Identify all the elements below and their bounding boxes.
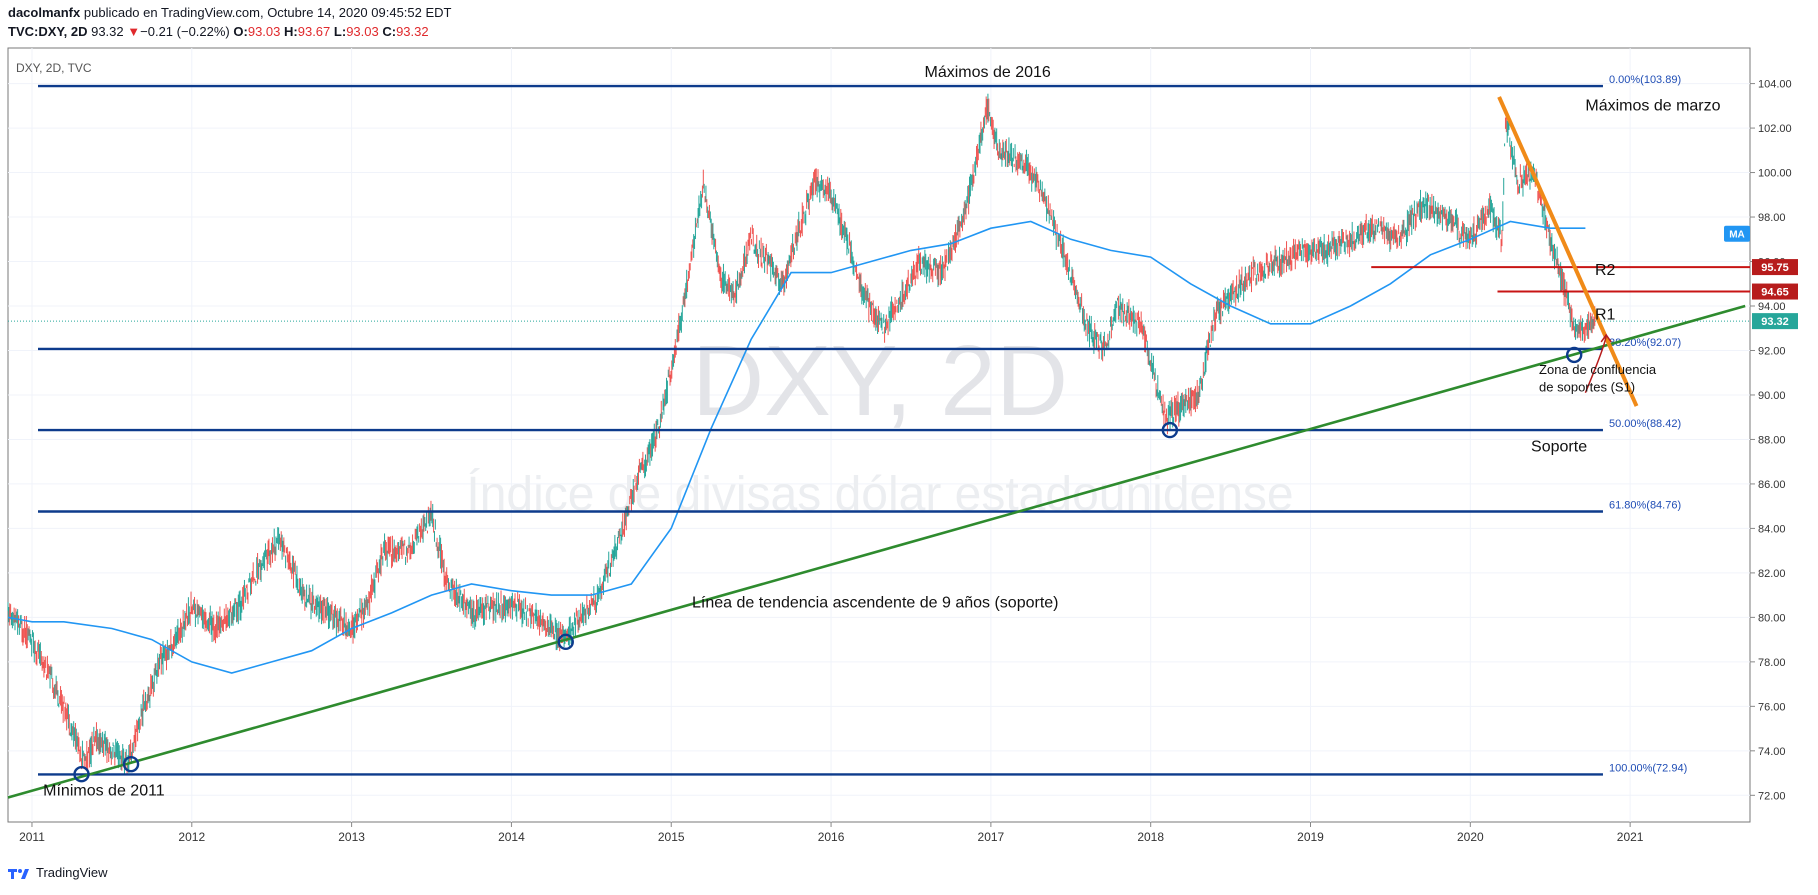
x-tick-label: 2017	[978, 830, 1005, 844]
y-tick-label: 98.00	[1758, 212, 1786, 224]
y-tick-label: 78.00	[1758, 657, 1786, 669]
fib-label: 38.20%(92.07)	[1609, 337, 1681, 349]
x-tick-label: 2014	[498, 830, 525, 844]
resistance-badge-label: 94.65	[1761, 287, 1789, 299]
y-tick-label: 94.00	[1758, 301, 1786, 313]
fib-label: 61.80%(84.76)	[1609, 500, 1681, 512]
annotation-label: Zona de confluencia	[1539, 362, 1657, 377]
x-tick-label: 2021	[1617, 830, 1644, 844]
y-tick-label: 74.00	[1758, 746, 1786, 758]
annotation-label: Máximos de 2016	[925, 64, 1051, 81]
touch-circle	[1566, 346, 1583, 364]
publish-info: publicado en TradingView.com, Octubre 14…	[83, 5, 452, 20]
y-tick-label: 84.00	[1758, 523, 1786, 535]
pane-label: DXY, 2D, TVC	[16, 61, 92, 75]
resistance-levels[interactable]	[8, 266, 1750, 322]
touch-circle	[122, 755, 140, 773]
down-arrow-icon: ▼	[127, 24, 141, 39]
price-change: −0.21 (−0.22%)	[140, 24, 230, 39]
x-tick-label: 2012	[178, 830, 205, 844]
y-tick-label: 100.00	[1758, 168, 1792, 180]
y-tick-label: 88.00	[1758, 434, 1786, 446]
candles	[7, 93, 1596, 775]
touch-circle	[73, 765, 90, 783]
trendlines[interactable]	[7, 96, 1746, 799]
footer: TradingView	[8, 865, 108, 880]
ma-badge-label: MA	[1729, 230, 1745, 241]
high-value: 93.67	[297, 24, 331, 39]
ma-line	[7, 220, 1586, 674]
annotation-label: de soportes (S1)	[1539, 380, 1635, 395]
high-label: H:	[284, 24, 298, 39]
resistance-badge-label: 95.75	[1761, 262, 1789, 274]
y-tick-label: 104.00	[1758, 79, 1792, 91]
y-tick-label: 72.00	[1758, 790, 1786, 802]
resistance-badge	[1752, 259, 1798, 276]
confluence-arrowhead	[1600, 333, 1612, 343]
y-tick-label: 92.00	[1758, 345, 1786, 357]
annotation-label: Máximos de marzo	[1585, 97, 1720, 114]
y-tick-label: 102.00	[1758, 123, 1792, 135]
annotation-label: Soporte	[1531, 439, 1587, 456]
x-tick-label: 2019	[1297, 830, 1324, 844]
x-tick-label: 2011	[19, 830, 45, 844]
symbol-label: TVC:DXY, 2D	[8, 24, 88, 39]
open-value: 93.03	[247, 24, 281, 39]
open-label: O:	[233, 24, 248, 39]
y-tick-label: 90.00	[1758, 390, 1786, 402]
fibonacci-levels[interactable]: 0.00%(103.89) 38.20%(92.07) 50.00%(88.42) 6…	[38, 74, 1687, 776]
last-price: 93.32	[91, 24, 124, 39]
tradingview-logo-icon	[8, 866, 30, 880]
current-price-badge	[1752, 313, 1798, 330]
publish-line: dacolmanfx publicado en TradingView.com,…	[8, 5, 451, 20]
plot-frame	[7, 47, 1751, 823]
fib-label: 100.00%(72.94)	[1609, 762, 1687, 774]
x-tick-label: 2013	[338, 830, 365, 844]
y-tick-label: 86.00	[1758, 479, 1786, 491]
resistance-trendline[interactable]	[1497, 96, 1639, 407]
x-tick-label: 2018	[1137, 830, 1164, 844]
annotation-label: Línea de tendencia ascendente de 9 años …	[692, 594, 1059, 611]
confluence-arrow	[1584, 334, 1607, 394]
annotations: Máximos de 2016 Máximos de marzo R2 R1 Zona …	[43, 64, 1720, 799]
low-label: L:	[333, 24, 347, 39]
brand-name[interactable]: TradingView	[36, 865, 108, 880]
close-value: 93.32	[396, 24, 429, 39]
resistance-badge	[1752, 283, 1798, 300]
annotation-label: R1	[1595, 306, 1616, 323]
x-tick-label: 2020	[1457, 830, 1484, 844]
touch-circle	[1161, 421, 1179, 439]
ma-badge	[1724, 225, 1750, 242]
watermark-description: Índice de divisas dólar estadounidense	[466, 468, 1293, 521]
x-tick-label: 2015	[658, 830, 685, 844]
author-name[interactable]: dacolmanfx	[8, 5, 81, 20]
watermark-symbol: DXY, 2D	[692, 325, 1068, 437]
fib-label: 0.00%(103.89)	[1609, 74, 1681, 86]
price-badges: 95.75 94.65 93.32 MA	[1724, 225, 1798, 330]
y-tick-label: 80.00	[1758, 612, 1786, 624]
grid	[8, 48, 1750, 822]
touch-circles	[73, 346, 1583, 783]
moving-average	[7, 220, 1586, 674]
support-trendline[interactable]	[7, 304, 1746, 799]
touch-circle	[557, 633, 574, 651]
ohlc-line: TVC:DXY, 2D 93.32 ▼−0.21 (−0.22%) O:93.0…	[8, 24, 429, 39]
y-tick-label: 82.00	[1758, 568, 1786, 580]
annotation-label: R2	[1595, 262, 1616, 279]
x-tick-label: 2016	[818, 830, 845, 844]
fib-label: 50.00%(88.42)	[1609, 418, 1681, 430]
close-label: C:	[382, 24, 397, 39]
low-value: 93.03	[346, 24, 379, 39]
annotation-label: Mínimos de 2011	[43, 782, 165, 799]
y-tick-label: 76.00	[1758, 701, 1786, 713]
current-price-badge-label: 93.32	[1761, 316, 1789, 328]
